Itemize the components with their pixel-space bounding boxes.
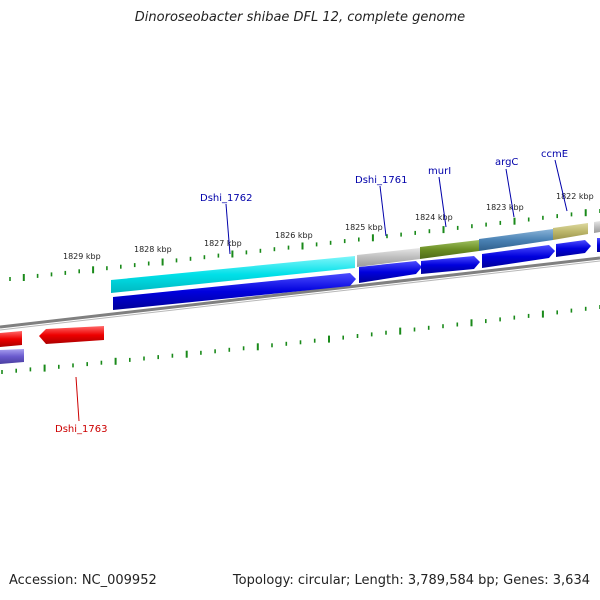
feature-argc[interactable]	[479, 229, 553, 251]
cds-dshi-1762[interactable]	[113, 273, 356, 310]
feature-muri[interactable]	[420, 240, 479, 259]
cds-reverse-edge-red[interactable]	[0, 331, 22, 347]
feature-dshi-1761[interactable]	[357, 248, 420, 267]
leader-dshi-1762	[225, 203, 231, 255]
scale-label-1827: 1827 kbp	[204, 239, 242, 248]
scale-label-1829: 1829 kbp	[63, 252, 101, 261]
cds-argc[interactable]	[482, 245, 555, 268]
scale-label-1828: 1828 kbp	[134, 245, 172, 254]
cds-muri[interactable]	[421, 256, 480, 274]
gene-label-dshi-1761[interactable]: Dshi_1761	[355, 175, 407, 186]
scale-label-1825: 1825 kbp	[345, 223, 383, 232]
scale-label-1823: 1823 kbp	[486, 203, 524, 212]
feature-dshi-1762[interactable]	[111, 256, 355, 293]
scale-ticks-reverse	[1, 305, 600, 374]
scale-label-1822: 1822 kbp	[556, 192, 594, 201]
cds-edge[interactable]	[597, 238, 600, 252]
gene-label-argc[interactable]: argC	[495, 157, 518, 168]
cds-dshi-1763[interactable]	[39, 326, 104, 344]
gene-label-dshi-1763[interactable]: Dshi_1763	[55, 424, 107, 435]
gene-label-muri[interactable]: murI	[428, 166, 451, 177]
leader-ccme	[554, 159, 568, 212]
genome-backbone	[0, 256, 600, 329]
accession-label: Accession: NC_009952	[9, 573, 157, 588]
scale-ticks-forward	[9, 209, 600, 281]
leader-muri	[438, 176, 447, 228]
scale-label-1824: 1824 kbp	[415, 213, 453, 222]
leader-dshi-1763	[75, 376, 80, 422]
cds-ccme[interactable]	[556, 240, 591, 257]
genome-backbone-shadow	[0, 260, 600, 331]
map-title: Dinoroseobacter shibae DFL 12, complete …	[134, 10, 466, 25]
leader-argc	[505, 168, 515, 218]
gene-label-dshi-1762[interactable]: Dshi_1762	[200, 193, 252, 204]
feature-ccme[interactable]	[553, 223, 588, 240]
feature-edge-grey[interactable]	[594, 221, 600, 233]
cds-dshi-1761[interactable]	[359, 261, 422, 283]
gene-label-ccme[interactable]: ccmE	[541, 149, 568, 160]
leader-dshi-1761	[379, 185, 387, 237]
feature-reverse-edge-slate[interactable]	[0, 349, 24, 364]
genome-summary: Topology: circular; Length: 3,789,584 bp…	[232, 573, 590, 588]
scale-label-1826: 1826 kbp	[275, 231, 313, 240]
